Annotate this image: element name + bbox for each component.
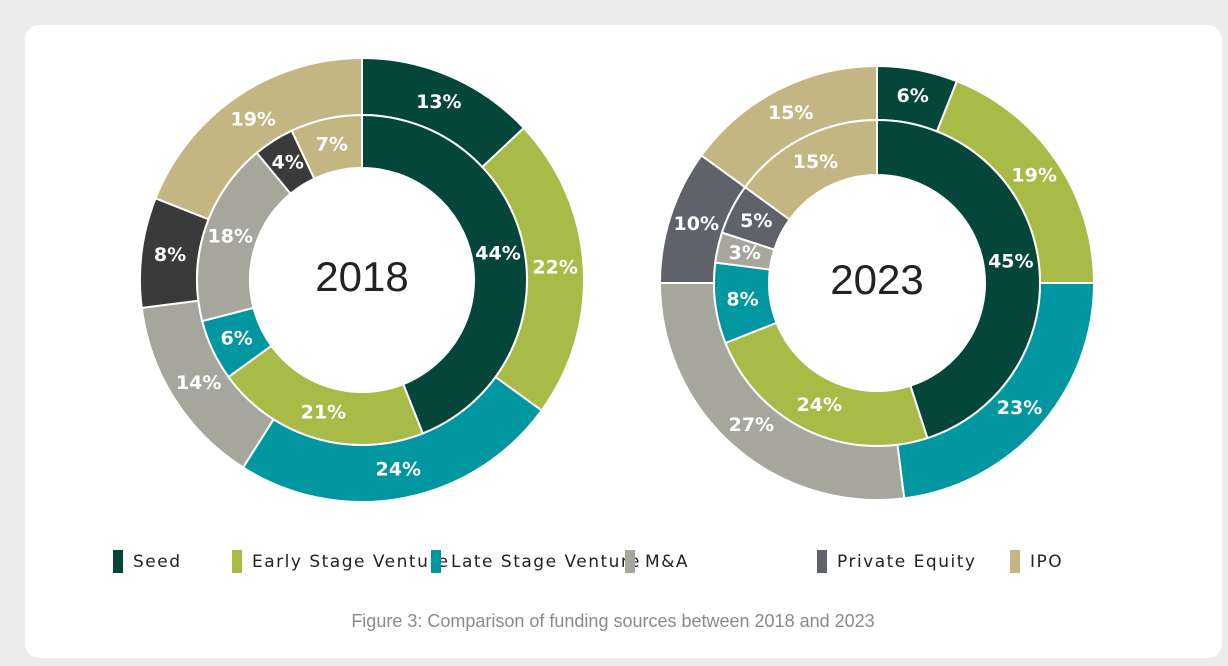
legend-swatch <box>1010 550 1020 573</box>
segment-label: 22% <box>532 256 577 278</box>
segment-label: 6% <box>221 327 253 349</box>
legend-swatch <box>625 550 635 573</box>
segment-label: 10% <box>674 213 719 235</box>
segment-label: 45% <box>988 250 1033 272</box>
segment-label: 19% <box>230 108 275 130</box>
legend-label: Seed <box>133 552 182 572</box>
segment-label: 24% <box>376 459 421 481</box>
segment-label: 15% <box>793 151 838 173</box>
donut-segment <box>743 118 878 221</box>
segment-label: 4% <box>272 152 304 174</box>
segment-label: 18% <box>208 226 253 248</box>
caption: Figure 3: Comparison of funding sources … <box>351 611 874 631</box>
segment-label: 8% <box>154 244 186 266</box>
segment-label: 21% <box>301 402 346 424</box>
segment-label: 24% <box>797 394 842 416</box>
donut-segment <box>876 118 1041 440</box>
legend-label: IPO <box>1030 552 1063 572</box>
segment-label: 8% <box>726 288 758 310</box>
legend-swatch <box>817 550 827 573</box>
segment-label: 23% <box>997 397 1042 419</box>
segment-label: 15% <box>768 102 813 124</box>
legend-label: Early Stage Venture <box>252 552 449 572</box>
segment-label: 13% <box>416 91 461 113</box>
legend-label: Late Stage Venture <box>451 552 641 572</box>
donut-segment <box>361 113 528 435</box>
donut-center-title: 2023 <box>830 256 923 303</box>
donut-segment <box>290 113 363 180</box>
legend-label: Private Equity <box>837 552 976 572</box>
segment-label: 14% <box>176 372 221 394</box>
legend-swatch <box>431 550 441 573</box>
segment-label: 6% <box>896 85 928 107</box>
segment-label: 5% <box>740 210 772 232</box>
segment-label: 44% <box>475 243 520 265</box>
segment-label: 19% <box>1011 165 1056 187</box>
legend-swatch <box>113 550 123 573</box>
legend-label: M&A <box>645 552 689 572</box>
segment-label: 27% <box>729 414 774 436</box>
donut-segment <box>724 321 929 447</box>
donut-center-title: 2018 <box>315 253 408 300</box>
segment-label: 3% <box>729 242 761 264</box>
segment-label: 7% <box>316 133 348 155</box>
legend-swatch <box>232 550 242 573</box>
